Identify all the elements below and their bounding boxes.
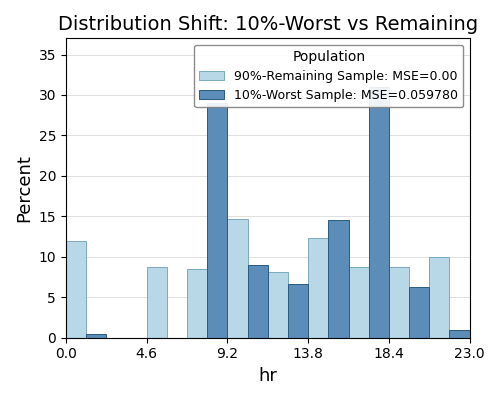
Bar <box>187 269 207 338</box>
Bar <box>409 287 430 338</box>
Bar <box>228 219 248 338</box>
Bar <box>248 265 268 338</box>
Bar <box>450 330 469 338</box>
Bar <box>146 267 167 338</box>
X-axis label: hr: hr <box>258 367 277 385</box>
Legend: 90%-Remaining Sample: MSE=0.00, 10%-Worst Sample: MSE=0.059780: 90%-Remaining Sample: MSE=0.00, 10%-Wors… <box>194 44 464 107</box>
Bar <box>389 267 409 338</box>
Title: Distribution Shift: 10%-Worst vs Remaining: Distribution Shift: 10%-Worst vs Remaini… <box>58 15 478 34</box>
Bar <box>348 267 368 338</box>
Bar <box>308 238 328 338</box>
Y-axis label: Percent: Percent <box>15 154 33 222</box>
Bar <box>86 334 106 338</box>
Bar <box>268 272 288 338</box>
Bar <box>368 87 389 338</box>
Bar <box>207 103 228 338</box>
Bar <box>66 242 86 338</box>
Bar <box>430 257 450 338</box>
Bar <box>288 284 308 338</box>
Bar <box>328 220 348 338</box>
